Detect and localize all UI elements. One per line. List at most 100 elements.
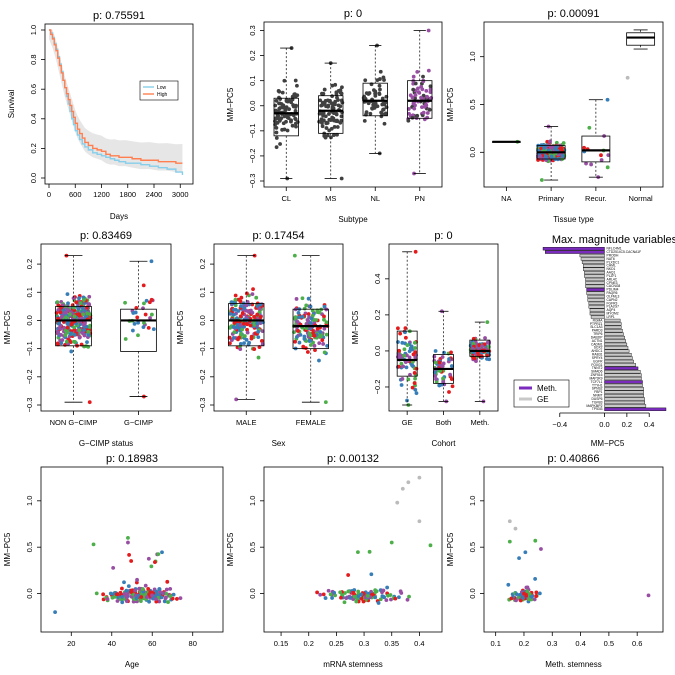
data-point [320,103,324,108]
data-point [605,165,610,170]
data-point [414,366,419,371]
bar-label: CPNE3 [607,281,618,285]
data-point [521,595,525,600]
data-point [129,590,133,594]
data-point [533,538,538,543]
bar [604,342,628,346]
data-point [305,350,310,354]
data-point [549,155,554,159]
data-point [126,536,130,540]
data-point [399,361,404,366]
data-point [81,298,86,302]
data-point [421,93,426,98]
y-tick-label: 0.2 [248,50,257,60]
data-point [485,340,490,345]
data-point [523,550,528,555]
data-point [406,480,411,485]
data-point [123,337,128,341]
data-point [560,154,565,158]
bar-label: SLC1A3 [590,325,602,329]
bar [604,346,629,350]
data-point [63,333,68,338]
data-point [324,332,329,337]
data-point [75,305,80,309]
data-point [561,141,566,145]
data-point [142,301,146,306]
data-point [333,102,337,107]
bar-label: CADM1 [591,342,603,346]
x-tick-label: 0.6 [632,639,642,648]
data-point [297,340,302,345]
data-point [296,310,301,315]
data-point [91,542,96,547]
y-axis-label: MM−PC5 [446,532,455,566]
data-point [144,298,149,303]
data-point [315,590,319,595]
data-point [256,355,261,360]
bar-label: NKD1 [607,267,616,271]
y-tick-label: 0.0 [373,346,382,356]
data-point [407,594,411,599]
data-point [306,296,311,301]
data-point [483,336,487,340]
data-point [471,336,476,341]
data-point [378,87,382,92]
bar-label: AQP4 [607,308,616,312]
data-point [170,596,175,601]
data-point [389,540,394,545]
data-point [424,88,429,93]
data-point [410,115,415,120]
data-point [321,91,326,96]
data-point [323,135,328,140]
data-point [322,304,327,309]
data-point [56,321,61,326]
data-point [171,592,176,597]
chart-title: p: 0.40866 [548,453,600,465]
data-point [141,325,146,330]
data-point [73,340,77,344]
bar [604,325,622,329]
data-point [534,590,539,595]
data-point [163,595,168,600]
sex-chart: p: 0.17454 Sex MM−PC5 −0.3 −0.2 −0.1 0.0 0.1 0.2… [176,230,344,448]
data-point [304,326,309,331]
data-point [274,145,279,150]
data-point [413,81,418,86]
x-axis-label: Age [125,660,140,669]
data-point [509,596,514,601]
data-point [433,374,437,378]
data-point [331,111,336,116]
data-point [514,592,519,597]
box-2 [468,320,492,404]
data-point [379,114,384,119]
data-point [64,315,68,320]
data-point [368,111,373,116]
data-point [141,306,145,311]
data-point [244,303,249,308]
data-point [605,97,610,102]
y-tick-label: 1.0 [29,25,38,35]
data-point [378,597,383,602]
data-point [404,365,409,370]
data-point [309,316,314,321]
bar-label: ARL4C [607,277,618,281]
data-point [413,249,418,254]
bar [583,264,605,268]
bar [604,400,645,405]
data-point [396,364,401,369]
data-point [449,350,453,355]
data-point [335,95,339,100]
data-point [231,335,236,340]
box-iqr [273,97,299,137]
legend-label: GE [537,395,549,404]
data-point [314,318,318,322]
meth-chart: p: 0.40866 Meth. stemness MM−PC5 0.0 0.5 1.0 0… [446,453,664,669]
data-point [401,364,406,369]
data-point [82,328,87,332]
bar-label: TCF7L1 [591,380,603,384]
y-tick-label: 0.2 [198,259,207,269]
data-point [111,565,116,570]
data-point [411,74,416,79]
bar-label: LRP1 [607,315,615,319]
y-axis-label: Survival [7,90,16,119]
